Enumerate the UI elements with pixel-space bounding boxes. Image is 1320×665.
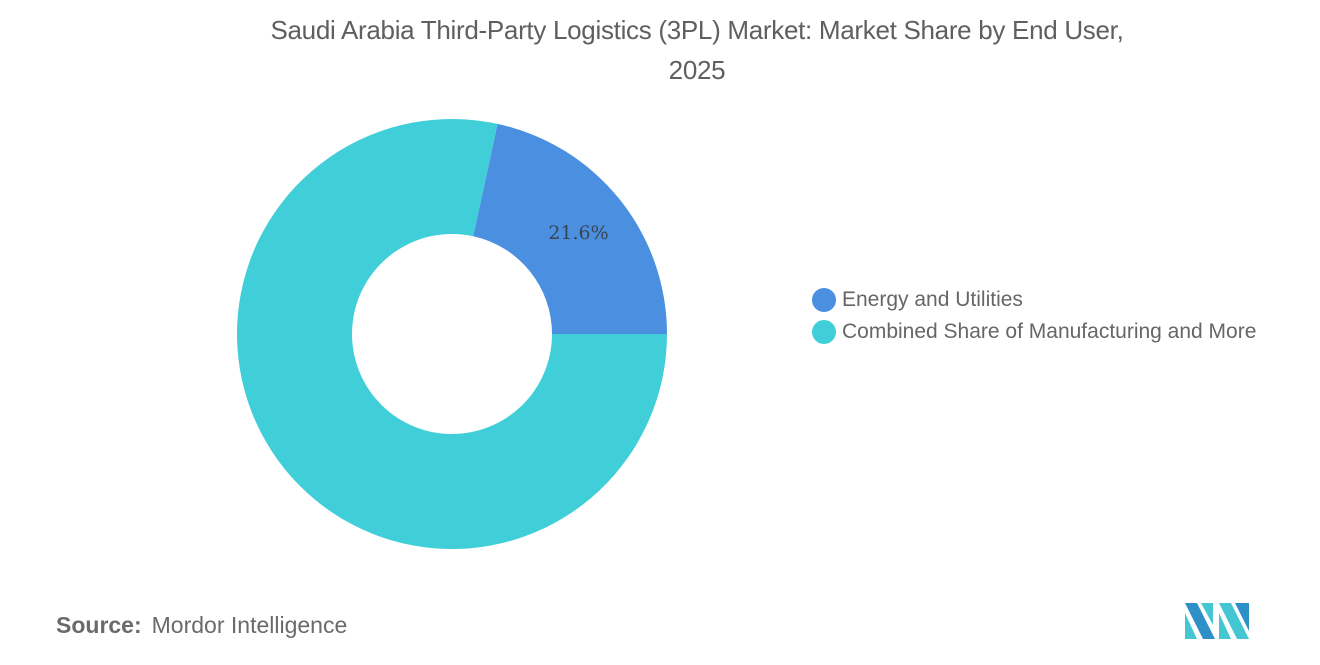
legend: Energy and Utilities Combined Share of M… bbox=[812, 284, 1256, 348]
source-key: Source: bbox=[56, 612, 142, 638]
legend-marker-icon bbox=[812, 320, 836, 344]
slice-label-energy: 21.6% bbox=[548, 222, 608, 244]
donut-slice-0[interactable] bbox=[473, 123, 667, 334]
legend-label: Energy and Utilities bbox=[842, 288, 1023, 311]
source-value: Mordor Intelligence bbox=[151, 612, 348, 638]
legend-marker-icon bbox=[812, 288, 836, 312]
legend-item-energy-and-utilities[interactable]: Energy and Utilities bbox=[812, 284, 1256, 316]
mordor-intelligence-logo-icon bbox=[1185, 603, 1249, 639]
donut-slice-1[interactable] bbox=[237, 118, 668, 549]
donut-slices bbox=[237, 118, 668, 549]
legend-label: Combined Share of Manufacturing and More bbox=[842, 320, 1257, 343]
chart-title-line-1: Saudi Arabia Third-Party Logistics (3PL)… bbox=[270, 15, 1124, 45]
chart-title: Saudi Arabia Third-Party Logistics (3PL)… bbox=[0, 10, 1320, 90]
chart-title-line-2: 2025 bbox=[668, 55, 726, 85]
source-note: Source: Mordor Intelligence bbox=[56, 612, 347, 639]
legend-item-combined-share[interactable]: Combined Share of Manufacturing and More bbox=[812, 316, 1256, 348]
